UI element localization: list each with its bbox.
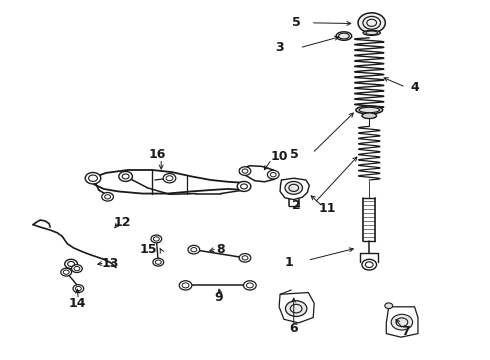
Circle shape (102, 193, 114, 201)
Text: 8: 8 (216, 243, 224, 256)
Circle shape (391, 314, 413, 330)
Text: 10: 10 (270, 150, 288, 163)
Text: 7: 7 (401, 325, 410, 338)
Circle shape (163, 174, 176, 183)
Circle shape (85, 172, 101, 184)
Circle shape (188, 246, 200, 254)
Circle shape (179, 281, 192, 290)
Circle shape (239, 253, 251, 262)
Circle shape (285, 181, 302, 194)
Ellipse shape (362, 113, 376, 118)
Circle shape (119, 171, 132, 181)
Circle shape (237, 181, 251, 192)
Circle shape (385, 303, 392, 309)
Circle shape (61, 268, 72, 276)
Text: 1: 1 (285, 256, 294, 269)
Circle shape (358, 13, 385, 33)
Circle shape (362, 259, 376, 270)
Text: 4: 4 (411, 81, 419, 94)
Circle shape (73, 285, 84, 293)
Text: 5: 5 (292, 16, 301, 29)
Ellipse shape (363, 30, 380, 35)
Circle shape (72, 265, 82, 273)
Text: 13: 13 (101, 257, 119, 270)
Text: 12: 12 (114, 216, 131, 229)
Ellipse shape (356, 106, 383, 114)
Text: 15: 15 (140, 243, 157, 256)
Text: 5: 5 (290, 148, 298, 162)
Text: 3: 3 (275, 41, 284, 54)
Text: 14: 14 (68, 297, 86, 310)
Text: 9: 9 (214, 291, 222, 305)
Circle shape (151, 235, 162, 243)
Ellipse shape (336, 32, 352, 40)
Text: 6: 6 (290, 322, 298, 335)
Text: 2: 2 (292, 198, 301, 212)
Circle shape (239, 167, 251, 175)
Circle shape (286, 301, 307, 316)
Circle shape (244, 281, 256, 290)
Text: 11: 11 (318, 202, 336, 215)
Circle shape (268, 170, 279, 179)
Circle shape (65, 259, 77, 269)
Text: 16: 16 (148, 148, 166, 162)
Circle shape (153, 258, 164, 266)
